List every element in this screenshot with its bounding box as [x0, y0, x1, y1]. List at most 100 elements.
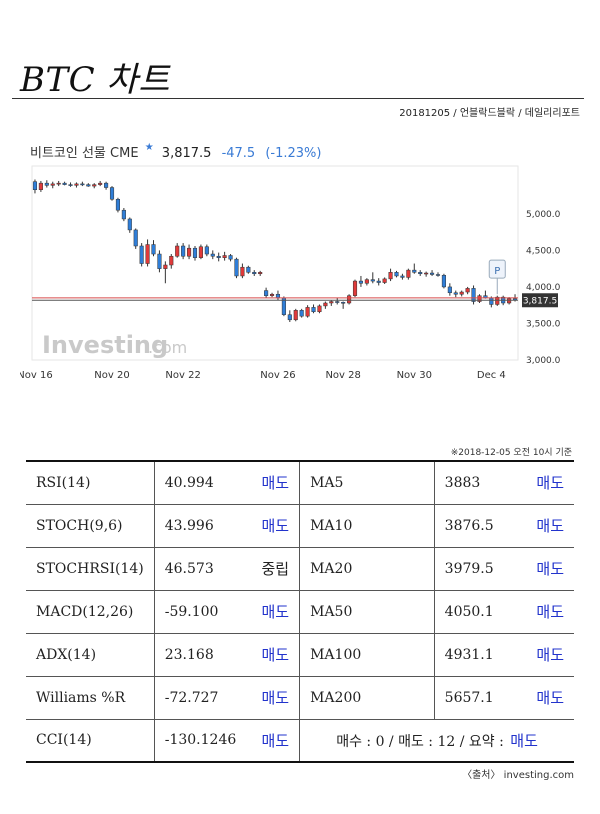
ma-name: MA50 [299, 589, 435, 634]
candle-body [86, 184, 91, 187]
candle-body [264, 290, 269, 296]
indicator-value: -130.1246 [153, 718, 247, 763]
candle-body [38, 182, 43, 190]
candle-body [269, 293, 275, 296]
plot-frame [31, 165, 519, 361]
indicator-row: ADX(14) 23.168 매도 MA100 4931.1 매도 [26, 632, 574, 677]
indicator-name: Williams %R [26, 675, 155, 720]
candle-body [204, 246, 209, 255]
candle-body [145, 244, 150, 264]
candle-body [258, 272, 263, 275]
indicator-value: 43.996 [153, 503, 247, 548]
candle-body [341, 302, 346, 304]
indicator-row: CCI(14) -130.1246 매도 매수 : 0 / 매도 : 12 / 요약 … [26, 718, 574, 763]
ma-value: 3979.5 [433, 546, 514, 591]
candle-body [151, 244, 156, 255]
indicator-value: -72.727 [153, 675, 247, 720]
indicator-value: -59.100 [153, 589, 247, 634]
indicator-value: 23.168 [153, 632, 247, 677]
ma-name: MA20 [299, 546, 435, 591]
candle-body [92, 184, 97, 187]
price-change: -47.5 [221, 146, 256, 161]
page-title: BTC 차트 [20, 60, 171, 100]
y-tick-label: 4,500.0 [526, 246, 561, 256]
candle-body [98, 182, 103, 185]
as-of-note: ※2018-12-05 오전 10시 기준 [450, 448, 572, 458]
price-change-pct: (-1.23%) [265, 146, 322, 161]
candle-body [299, 310, 304, 317]
last-price: 3,817.5 [161, 146, 212, 161]
ma-signal: 매도 [536, 603, 564, 621]
indicator-row: Williams %R -72.727 매도 MA200 5657.1 매도 [26, 675, 574, 720]
candle-body [275, 293, 281, 299]
candle-body [430, 272, 435, 275]
summary-cell: 매수 : 0 / 매도 : 12 / 요약 : 매도 [299, 718, 574, 763]
chart-panel: Investing .com P 5,000.0 4,500.0 4,000.0 3,500… [20, 128, 580, 400]
candle-body [311, 307, 316, 313]
candle-body [412, 269, 417, 273]
indicator-signal: 매도 [261, 646, 290, 664]
candle-body [418, 272, 423, 275]
ma-value: 3876.5 [433, 503, 514, 548]
ma-signal: 매도 [536, 689, 564, 707]
y-tick-label: 3,000.0 [526, 356, 561, 366]
indicator-row: STOCH(9,6) 43.996 매도 MA10 3876.5 매도 [26, 503, 574, 548]
summary-text: 매수 : 0 / 매도 : 12 / 요약 : [336, 733, 504, 750]
candle-body [169, 255, 174, 266]
candle-body [370, 279, 375, 282]
candle-body [489, 297, 494, 305]
x-tick-label: Nov 30 [397, 370, 432, 381]
candle-body [32, 181, 38, 190]
candlestick-chart: Investing.com P 5,000.0 4,500.0 4,000.0 3,500… [20, 165, 561, 381]
indicator-table: RSI(14) 40.994 매도 MA5 3883 매도 STOCH(9,6) 43.996… [26, 460, 574, 763]
candle-body [447, 286, 452, 294]
candle-body [187, 247, 192, 257]
source-note: 〈출처〉 investing.com [462, 770, 574, 781]
x-tick-label: Dec 4 [477, 370, 506, 381]
candle-body [335, 301, 340, 303]
x-tick-label: Nov 22 [165, 370, 200, 381]
candle-body [453, 292, 458, 295]
indicator-value: 40.994 [153, 460, 247, 505]
y-tick-label: 5,000.0 [526, 210, 561, 220]
indicator-name: STOCH(9,6) [26, 503, 155, 548]
candle-body [157, 253, 162, 269]
candle-body [435, 274, 441, 276]
instrument-name: 비트코인 선물 CME [30, 146, 139, 161]
indicator-signal: 매도 [261, 731, 290, 750]
indicator-name: MACD(12,26) [26, 589, 155, 634]
ma-value: 3883 [433, 460, 514, 505]
candle-body [62, 182, 67, 185]
indicator-name: ADX(14) [26, 632, 155, 677]
ma-name: MA10 [299, 503, 435, 548]
candle-body [133, 229, 138, 247]
candle-body [246, 266, 251, 273]
candle-body [287, 314, 292, 321]
candle-body [495, 296, 500, 305]
indicator-row: STOCHRSI(14) 46.573 중립 MA20 3979.5 매도 [26, 546, 574, 591]
indicator-signal: 매도 [261, 689, 290, 707]
ma-value: 4050.1 [433, 589, 514, 634]
candle-body [216, 255, 221, 258]
candle-body [192, 247, 198, 258]
candle-body [222, 255, 227, 258]
candle-body [441, 274, 446, 288]
candle-body [234, 258, 239, 277]
ma-signal: 매도 [536, 474, 564, 493]
indicator-signal: 중립 [261, 560, 290, 578]
chart-header: 비트코인 선물 CME ★ 3,817.5 -47.5 (-1.23%) [30, 142, 321, 161]
candle-body [394, 272, 399, 277]
candle-body [163, 264, 168, 269]
candle-body [388, 272, 393, 280]
candle-body [198, 246, 203, 258]
candle-body [115, 198, 120, 211]
candle-body [181, 245, 186, 257]
candle-body [56, 182, 61, 185]
candle-body [305, 307, 310, 317]
candle-body [210, 253, 215, 257]
x-tick-label: Nov 28 [325, 370, 360, 381]
candle-body [104, 182, 109, 188]
candle-body [252, 272, 257, 275]
ma-value: 5657.1 [433, 675, 514, 720]
candle-body [139, 245, 144, 264]
